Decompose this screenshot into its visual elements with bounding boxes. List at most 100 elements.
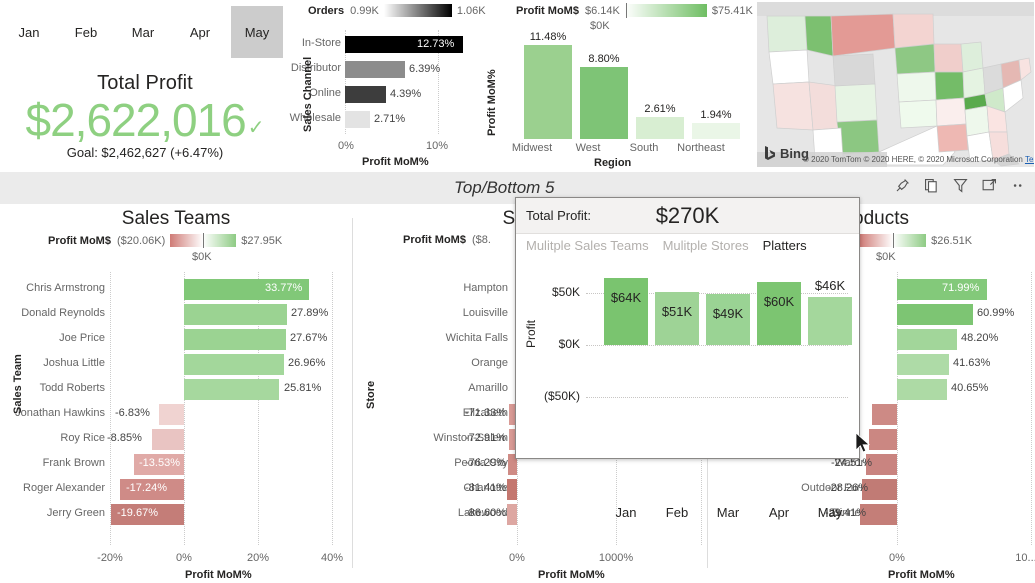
bar[interactable] [897,304,973,325]
bar-row[interactable]: Online 4.39% [309,84,475,104]
bar[interactable] [345,61,405,78]
category-label: Online [309,87,341,99]
copy-icon[interactable] [923,177,940,194]
category-label: Hampton [463,282,508,294]
bar-row[interactable]: In-Store 12.73% [302,34,475,54]
table-row[interactable]: Todd Roberts 25.81% [40,377,335,402]
legend-min-value: ($20.06K) [116,234,166,247]
table-row[interactable]: 40.65% [893,377,1033,402]
slicer-month-mar[interactable]: Mar [118,6,168,58]
table-row[interactable]: 60.99% [893,302,1033,327]
slicer-month-feb[interactable]: Feb [61,6,111,58]
table-row[interactable] [869,427,1033,452]
bar[interactable] [345,86,386,103]
bar[interactable] [508,454,517,475]
table-row[interactable]: 48.20% [893,327,1033,352]
gridline [184,272,185,545]
bar[interactable] [111,504,184,525]
table-row[interactable]: Jerry Green -19.67% [47,502,335,527]
kpi-title: Total Profit [97,72,193,94]
bar[interactable] [184,304,287,325]
table-row[interactable]: Wardrobes -24.51% [831,452,1033,477]
bar[interactable] [184,379,279,400]
sales-by-state-map[interactable]: Bing © 2020 TomTom © 2020 HERE, © 2020 M… [757,2,1034,167]
bar[interactable] [692,123,740,139]
bar[interactable] [159,404,184,425]
map-terms-link[interactable]: Terms [1024,155,1034,164]
bar-value-label: -19.67% [117,507,158,519]
bar[interactable] [507,504,517,525]
slicer-month-label: Apr [189,24,211,40]
table-row[interactable]: Joshua Little 26.96% [43,352,335,377]
category-label: Distributor [290,62,341,74]
x-tick-label: Feb [665,505,689,520]
bar[interactable] [872,404,897,425]
bar[interactable] [152,429,184,450]
bar[interactable] [120,479,184,500]
bar-row[interactable]: Wholesale 2.71% [290,109,475,129]
bar[interactable] [507,479,517,500]
table-row[interactable]: 71.99% [893,277,1033,302]
table-row[interactable] [872,402,1033,427]
legend-zero-tick [625,3,627,18]
table-row[interactable]: Outdoor Furniture -28.26% [801,477,1033,502]
slicer-month-apr[interactable]: Apr [175,6,225,58]
products-chart[interactable]: Products 2K) $26.51K $0K 71.99% 60.99% [708,204,1035,583]
table-row[interactable]: Joe Price 27.67% [59,327,335,352]
table-row[interactable]: Dinnerware -29.41% [825,502,1033,527]
slicer-month-jan[interactable]: Jan [4,6,54,58]
bar-column[interactable]: 8.80% [580,53,628,139]
bar[interactable] [897,329,957,350]
bar[interactable] [509,429,517,450]
table-row[interactable]: Jonathan Hawkins -6.83% [15,402,335,427]
table-row[interactable]: Peoria City -76.29% [454,452,703,477]
table-row[interactable]: Winston-Salem -72.91% [433,427,703,452]
bar[interactable] [345,36,463,53]
bar[interactable] [184,329,286,350]
x-axis-title: Profit MoM% [362,156,429,168]
sales-teams-chart[interactable]: Sales Teams Profit MoM$ ($20.06K) $27.95… [0,204,352,583]
table-row[interactable]: Frank Brown -13.53% [43,452,335,477]
table-row[interactable]: Charlotte -81.41% [463,477,703,502]
table-row[interactable]: Roger Alexander -17.24% [23,477,335,502]
focus-mode-icon[interactable] [981,177,998,194]
legend-title: Profit MoM$ [403,234,466,246]
bar-column[interactable]: 1.94% [692,109,740,139]
region-chart[interactable]: Profit MoM$ $6.14K $75.41K $0K 11.48% 8.… [500,0,755,172]
bar[interactable] [636,117,684,139]
bar[interactable] [184,279,309,300]
bar[interactable] [860,504,897,525]
bar-column[interactable]: 2.61% [636,103,684,139]
bar[interactable] [134,454,184,475]
y-axis-title: Store [365,380,377,409]
sales-channel-chart[interactable]: Orders 0.99K 1.06K In-Store 12.73% Distr… [290,0,498,172]
more-options-icon[interactable] [1010,177,1027,194]
slicer-month-may[interactable]: May [231,6,283,58]
month-slicer[interactable]: Jan Feb Mar Apr May [0,0,290,62]
bar[interactable] [345,111,370,128]
visual-header-icons[interactable] [894,177,1027,194]
table-row[interactable]: 41.63% [893,352,1033,377]
bar-row[interactable]: Distributor 6.39% [291,59,475,79]
bar[interactable] [862,479,897,500]
bar[interactable] [184,354,284,375]
bar[interactable] [580,67,628,139]
bar[interactable] [509,404,517,425]
table-row[interactable]: Roy Rice -8.85% [60,427,335,452]
bar[interactable] [897,279,987,300]
bar[interactable] [869,429,897,450]
bar[interactable] [524,45,572,139]
bar-column[interactable]: 11.48% [524,31,572,139]
x-axis-title: Region [594,157,632,169]
bar[interactable] [897,379,947,400]
bar[interactable] [897,354,949,375]
pin-icon[interactable] [894,177,911,194]
bar[interactable] [866,454,897,475]
gridline [438,30,439,134]
map-graphic [757,2,1034,167]
table-row[interactable]: Lakewood -86.60% [458,502,703,527]
table-row[interactable]: Chris Armstrong 33.77% [26,277,335,302]
table-row[interactable]: Donald Reynolds 27.89% [21,302,335,327]
filter-icon[interactable] [952,177,969,194]
table-row[interactable]: Elizabeth -71.33% [463,402,703,427]
